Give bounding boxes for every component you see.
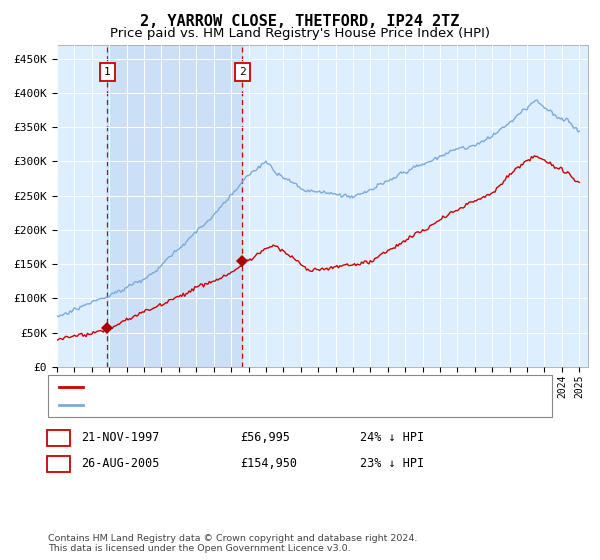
Text: 2: 2 — [239, 67, 246, 77]
Text: 21-NOV-1997: 21-NOV-1997 — [81, 431, 160, 445]
Text: HPI: Average price, detached house, Breckland: HPI: Average price, detached house, Brec… — [89, 400, 382, 410]
Text: Contains HM Land Registry data © Crown copyright and database right 2024.
This d: Contains HM Land Registry data © Crown c… — [48, 534, 418, 553]
Text: 2, YARROW CLOSE, THETFORD, IP24 2TZ: 2, YARROW CLOSE, THETFORD, IP24 2TZ — [140, 14, 460, 29]
Text: 24% ↓ HPI: 24% ↓ HPI — [360, 431, 424, 445]
Bar — [107, 45, 242, 367]
Text: £154,950: £154,950 — [240, 457, 297, 470]
Text: £56,995: £56,995 — [240, 431, 290, 445]
Text: 2, YARROW CLOSE, THETFORD, IP24 2TZ (detached house): 2, YARROW CLOSE, THETFORD, IP24 2TZ (det… — [89, 382, 427, 392]
Text: 2: 2 — [55, 457, 62, 470]
Text: 26-AUG-2005: 26-AUG-2005 — [81, 457, 160, 470]
Text: 1: 1 — [55, 431, 62, 445]
Text: 1: 1 — [104, 67, 110, 77]
Text: 23% ↓ HPI: 23% ↓ HPI — [360, 457, 424, 470]
Text: Price paid vs. HM Land Registry's House Price Index (HPI): Price paid vs. HM Land Registry's House … — [110, 27, 490, 40]
